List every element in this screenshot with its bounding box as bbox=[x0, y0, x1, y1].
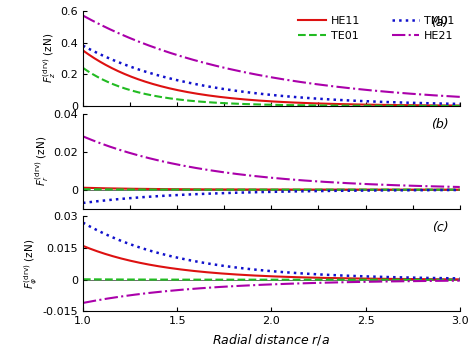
Text: (c): (c) bbox=[432, 221, 448, 234]
Text: (b): (b) bbox=[431, 118, 448, 131]
Legend: TM01, HE21: TM01, HE21 bbox=[392, 16, 454, 41]
Y-axis label: $F_z^{\mathrm{(drv)}}$ (zN): $F_z^{\mathrm{(drv)}}$ (zN) bbox=[41, 33, 57, 84]
Text: (a): (a) bbox=[431, 15, 448, 28]
Y-axis label: $F_\varphi^{\mathrm{(drv)}}$ (zN): $F_\varphi^{\mathrm{(drv)}}$ (zN) bbox=[22, 239, 40, 289]
Y-axis label: $F_r^{\mathrm{(drv)}}$ (zN): $F_r^{\mathrm{(drv)}}$ (zN) bbox=[33, 136, 51, 186]
X-axis label: Radial distance $r/a$: Radial distance $r/a$ bbox=[212, 332, 330, 347]
